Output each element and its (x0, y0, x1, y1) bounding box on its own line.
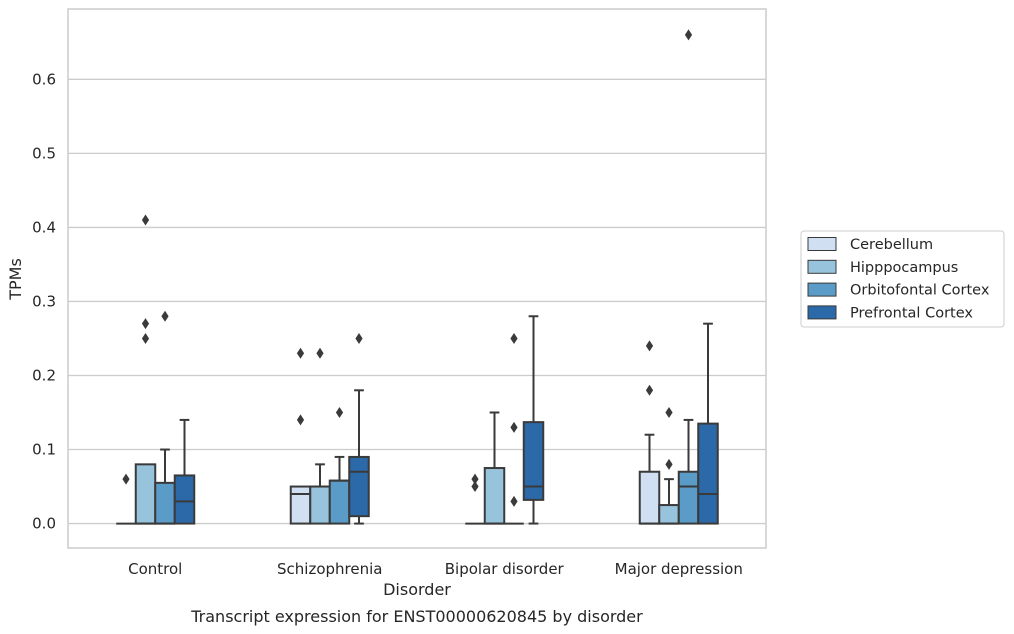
outlier-point (684, 29, 693, 41)
box-hipppocampus (309, 347, 331, 525)
box-hipppocampus (658, 407, 680, 525)
box-orbitofontal-cortex (154, 310, 176, 525)
outlier-point (665, 407, 673, 419)
y-axis-title: TPMs (6, 258, 25, 301)
legend-item: Orbitofontal Cortex (807, 282, 990, 299)
outlier-point (122, 473, 130, 485)
plot-frame (67, 8, 767, 549)
box-body (483, 467, 506, 525)
box-body (522, 421, 545, 501)
legend-swatch (807, 237, 837, 251)
outlier-point (471, 481, 479, 493)
outlier-point (141, 318, 150, 330)
box-body (348, 455, 370, 518)
box-body (328, 479, 351, 525)
box-hipppocampus (134, 214, 157, 525)
box-body (289, 485, 312, 525)
legend-label: Hipppocampus (850, 260, 958, 276)
box-series (116, 29, 719, 525)
y-tick-label: 0.4 (32, 218, 56, 236)
x-tick-label: Major depression (615, 560, 743, 578)
legend: Cerebellum Hipppocampus Orbitofontal Corte… (800, 230, 1005, 328)
outlier-point (316, 347, 324, 359)
box-body (697, 422, 719, 525)
box-prefrontal-cortex (348, 332, 370, 525)
outlier-point (296, 347, 305, 359)
legend-item: Cerebellum (807, 237, 933, 253)
legend-swatch (807, 282, 837, 297)
outlier-point (335, 407, 344, 419)
outlier-point (161, 310, 169, 322)
outlier-point (510, 421, 518, 433)
legend-label: Cerebellum (850, 237, 933, 253)
y-tick-label: 0.0 (32, 515, 56, 533)
y-tick-label: 0.1 (32, 441, 56, 459)
box-prefrontal-cortex (173, 418, 196, 525)
outlier-point (510, 332, 518, 344)
legend-swatch (807, 259, 837, 274)
box-body (309, 485, 331, 525)
box-prefrontal-cortex (697, 322, 719, 525)
legend-item: Hipppocampus (807, 259, 958, 276)
outlier-point (510, 495, 518, 507)
box-cerebellum (116, 473, 136, 525)
x-tick-label: Bipolar disorder (445, 560, 565, 578)
box-cerebellum (289, 347, 312, 525)
box-hipppocampus (483, 411, 506, 525)
outlier-point (665, 458, 673, 470)
y-tick-label: 0.3 (32, 292, 56, 310)
outlier-point (141, 214, 150, 226)
y-tick-label: 0.6 (32, 70, 56, 88)
box-body (638, 470, 661, 525)
outlier-point (645, 384, 654, 396)
x-tick-labels: Control Schizophrenia Bipolar disorder Majo… (128, 560, 743, 578)
x-tick-label: Control (128, 560, 182, 578)
outlier-point (355, 332, 363, 344)
box-orbitofontal-cortex (328, 407, 351, 525)
box-body (658, 504, 680, 525)
box-body (134, 463, 157, 525)
box-cerebellum (465, 473, 485, 525)
box-body (154, 481, 176, 525)
box-cerebellum (638, 340, 661, 525)
outlier-point (471, 473, 479, 485)
chart-caption: Transcript expression for ENST0000062084… (190, 607, 643, 626)
legend-label: Orbitofontal Cortex (850, 283, 990, 299)
y-tick-labels: 0.0 0.1 0.2 0.3 0.4 0.5 0.6 (32, 70, 56, 532)
x-axis-title: Disorder (383, 580, 451, 599)
box-prefrontal-cortex (522, 315, 545, 525)
legend-item: Prefrontal Cortex (807, 305, 973, 321)
outlier-point (645, 340, 654, 352)
outlier-point (296, 414, 305, 426)
legend-swatch (807, 305, 837, 320)
y-tick-label: 0.5 (32, 144, 56, 162)
box-orbitofontal-cortex (504, 332, 524, 525)
grid-lines (68, 78, 766, 525)
legend-label: Prefrontal Cortex (850, 305, 973, 321)
outlier-point (141, 332, 150, 344)
x-tick-label: Schizophrenia (277, 560, 382, 578)
y-tick-label: 0.2 (32, 366, 56, 384)
box-body (677, 470, 700, 525)
legend-frame (800, 230, 1005, 328)
box-body (173, 474, 196, 525)
